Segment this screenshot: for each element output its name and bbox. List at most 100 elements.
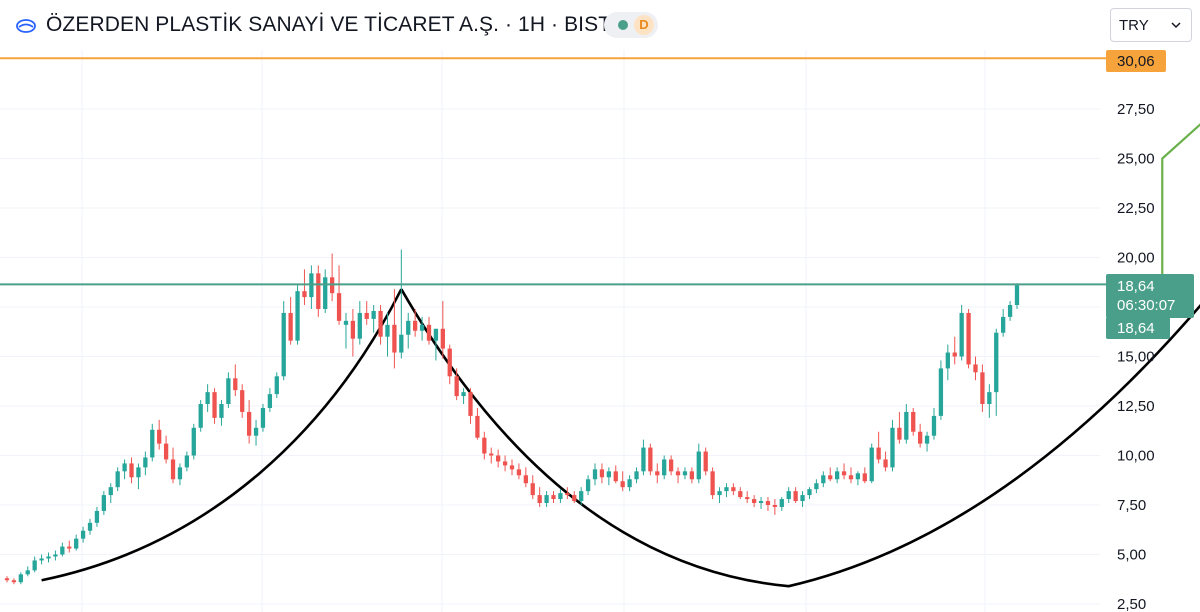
candle-body-up [295,291,300,341]
bid-price-label: 18,64 [1117,320,1155,337]
candle-body-up [60,546,65,555]
y-tick-label: 2,50 [1117,596,1146,612]
candle-body-up [890,427,895,468]
candle-body-up [323,277,328,309]
y-tick-label: 20,00 [1117,250,1155,267]
last-price-label: 18,64 [1117,278,1155,295]
candle-body-down [655,471,660,476]
candle-body-up [544,495,549,504]
candle-body-up [1007,305,1013,317]
candle-body-up [115,471,120,488]
candle-body-up [198,404,203,428]
candle-body-down [509,465,515,470]
candle-body-down [212,392,217,418]
candle-body-down [751,499,757,504]
candle-body-down [731,487,736,492]
candle-body-up [406,320,411,335]
candle-body-up [25,570,30,575]
price-badges: 30,06 18,64 06:30:07 18,64 [1106,50,1194,339]
candle-body-up [579,491,584,502]
candle-body-down [454,376,459,397]
candle-body-down [862,473,867,482]
candle-body-down [841,471,847,476]
chart-grid [0,50,1100,612]
market-status-badge[interactable]: D [604,12,658,38]
candle-body-up [585,479,591,492]
candle-body-up [904,411,909,440]
candle-body-down [67,546,72,549]
price-axis: 27,50 25,00 22,50 20,00 15,00 12,50 10,00 7,50 5… [1117,101,1155,612]
candle-body-up [87,522,93,531]
candle-body-up [869,447,874,482]
candle-body-up [987,392,992,405]
candle-body-up [821,475,826,484]
bid-price-badge [1106,317,1170,339]
candle-body-up [53,554,58,557]
target-arrow-line [1161,123,1200,285]
currency-label: TRY [1119,16,1149,34]
candle-body-down [765,501,771,505]
candle-body-down [336,293,342,321]
candle-body-down [316,273,321,309]
candle-body-down [302,291,307,298]
candle-body-up [994,332,999,393]
candle-body-up [46,556,51,559]
candle-body-up [938,368,944,416]
candle-body-down [668,459,674,472]
currency-selector[interactable]: TRY [1110,8,1192,42]
y-tick-label: 12,50 [1117,398,1155,415]
candle-body-up [627,479,632,488]
target-price-badge [1106,50,1166,72]
candle-body-down [966,312,971,365]
candle-body-up [39,558,44,561]
bar-countdown-label: 06:30:07 [1117,297,1175,314]
candle-body-down [4,578,10,581]
candle-body-down [240,390,245,412]
candle-body-up [724,487,729,492]
candle-body-down [675,471,681,476]
candle-body-down [246,411,252,436]
candle-body-down [378,310,383,337]
candle-body-down [468,392,473,416]
candle-body-up [634,471,639,480]
candle-body-up [786,491,791,500]
candle-body-up [74,538,79,549]
candle-body-down [613,471,618,482]
candle-body-down [952,352,957,357]
candle-body-up [136,467,141,478]
candle-body-up [32,560,37,571]
candle-body-up [558,493,563,500]
market-open-dot-icon [618,20,628,30]
candle-body-up [419,324,425,331]
candle-body-down [710,471,715,496]
candle-body-up [682,471,688,476]
candle-body-down [426,324,432,341]
candle-body-up [281,312,286,377]
candle-body-down [350,320,356,339]
candle-body-down [129,463,134,478]
symbol-title[interactable]: ÖZERDEN PLASTİK SANAYİ VE TİCARET A.Ş. ·… [46,13,612,36]
candle-body-up [433,328,439,341]
chevron-down-icon [1171,22,1181,29]
candle-body-up [399,334,404,353]
y-tick-label: 27,50 [1117,101,1155,118]
candle-body-down [516,469,522,476]
candle-body-down [911,411,916,432]
candle-body-down [523,475,528,484]
candle-body-down [897,427,902,440]
y-tick-label: 22,50 [1117,200,1155,217]
candle-body-up [357,312,362,339]
candle-body-up [343,320,349,325]
candle-body-down [489,453,494,456]
candle-body-down [689,471,695,480]
candle-body-up [253,427,259,436]
candle-body-down [530,483,535,496]
candle-body-up [150,429,155,458]
candle-body-up [800,495,805,502]
candle-body-down [828,475,833,480]
candle-body-down [883,459,888,468]
candle-body-up [606,471,611,478]
candle-body-down [793,491,798,502]
cup-left-curve [41,288,403,582]
